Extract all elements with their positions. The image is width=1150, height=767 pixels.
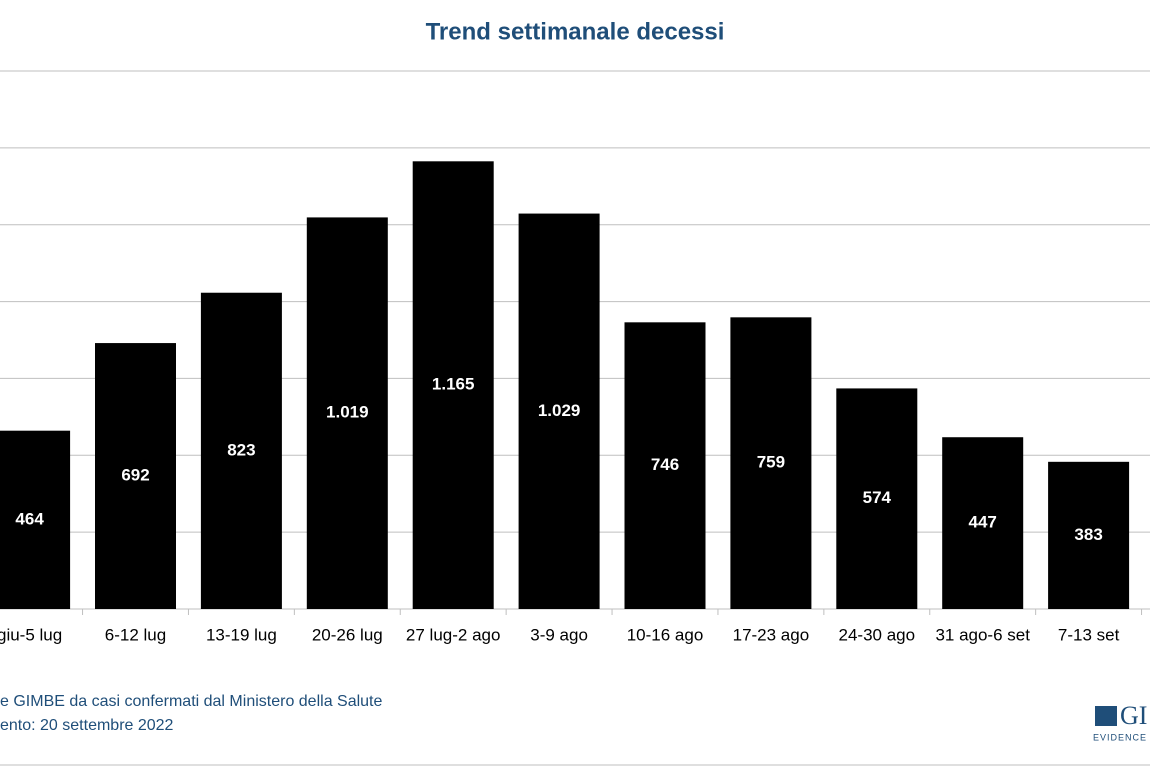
data-label: 383 xyxy=(1074,525,1102,544)
logo-text: GI xyxy=(1120,701,1147,730)
data-label: 464 xyxy=(15,509,44,528)
footnote: e GIMBE da casi confermati dal Ministero… xyxy=(0,693,383,710)
bar xyxy=(200,292,282,609)
data-label: 692 xyxy=(121,466,149,485)
data-label: 823 xyxy=(227,440,255,459)
bar xyxy=(306,217,388,610)
data-label: 1.029 xyxy=(538,401,581,420)
x-tick-label: 20-26 lug xyxy=(312,625,383,644)
bar xyxy=(624,322,706,609)
bar xyxy=(942,437,1024,609)
data-label: 1.165 xyxy=(432,375,475,394)
bar xyxy=(730,317,812,609)
data-label: 574 xyxy=(863,488,892,507)
x-tick-label: 6-12 lug xyxy=(105,625,166,644)
data-label: 759 xyxy=(757,453,785,472)
x-tick-label: 13-19 lug xyxy=(206,625,277,644)
logo-subtitle: EVIDENCE xyxy=(1093,732,1147,742)
data-label: 746 xyxy=(651,455,679,474)
bar xyxy=(95,343,176,609)
data-label: 1.019 xyxy=(326,403,369,422)
data-label: 447 xyxy=(969,513,997,532)
bar xyxy=(518,213,600,609)
x-tick-label: 24-30 ago xyxy=(839,625,916,644)
bar xyxy=(412,161,494,610)
x-tick-label: 27 lug-2 ago xyxy=(406,625,501,644)
x-tick-label: giu-5 lug xyxy=(0,625,62,644)
bar xyxy=(0,430,71,609)
x-tick-label: 31 ago-6 set xyxy=(935,625,1030,644)
bar xyxy=(836,388,918,609)
footnote: ento: 20 settembre 2022 xyxy=(0,717,174,734)
x-tick-label: 7-13 set xyxy=(1058,625,1120,644)
x-tick-label: 17-23 ago xyxy=(733,625,810,644)
x-tick-label: 10-16 ago xyxy=(627,625,704,644)
chart-title: Trend settimanale decessi xyxy=(426,18,725,45)
bar xyxy=(1048,461,1130,609)
logo-icon xyxy=(1095,706,1117,726)
x-tick-label: 3-9 ago xyxy=(530,625,588,644)
